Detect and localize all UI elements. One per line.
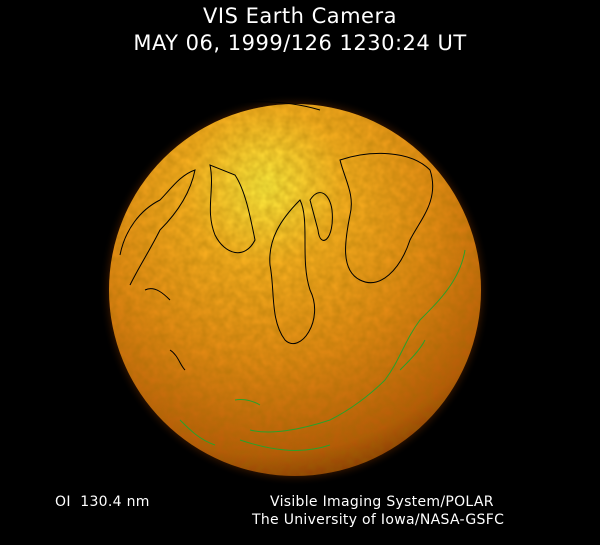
coastlines-night [179, 249, 466, 451]
globe-texture [109, 104, 481, 476]
image-title: VIS Earth Camera [203, 4, 397, 28]
credit-institution: The University of Iowa/NASA-GSFC [252, 512, 505, 528]
wavelength-label: OI 130.4 nm [55, 494, 150, 510]
coastlines-day [119, 101, 434, 371]
image-timestamp: MAY 06, 1999/126 1230:24 UT [133, 31, 467, 55]
credit-instrument: Visible Imaging System/POLAR [270, 494, 494, 510]
